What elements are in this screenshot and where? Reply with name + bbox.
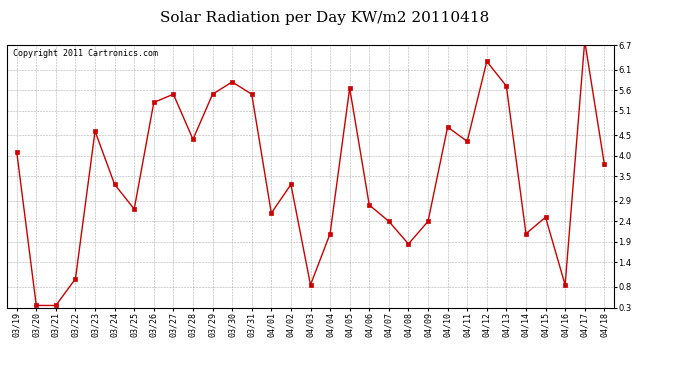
Text: Copyright 2011 Cartronics.com: Copyright 2011 Cartronics.com — [13, 49, 158, 58]
Text: Solar Radiation per Day KW/m2 20110418: Solar Radiation per Day KW/m2 20110418 — [159, 11, 489, 25]
